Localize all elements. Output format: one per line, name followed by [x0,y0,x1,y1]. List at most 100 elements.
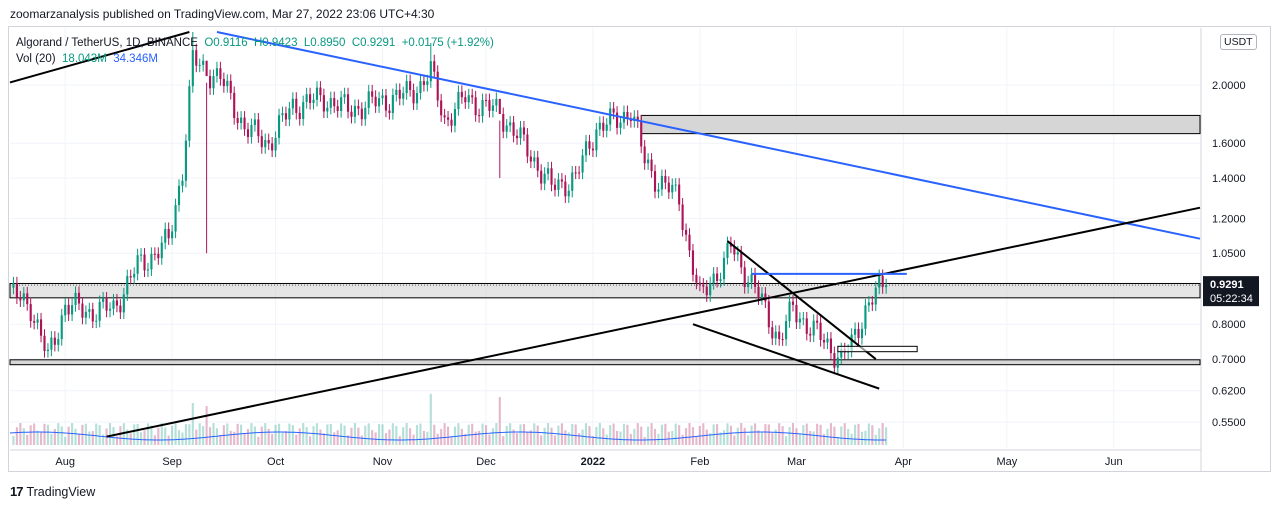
volume-bar [864,430,867,445]
volume-bar [77,434,81,445]
candle-body [422,81,425,85]
volume-bar [374,432,377,445]
volume-bar [829,423,832,445]
volume-bar [71,423,74,445]
volume-bar [146,423,150,445]
candle-body [226,80,229,87]
candle-body [750,274,753,283]
volume-bar [878,428,881,445]
candle-body [798,318,801,323]
candle-body [202,60,205,65]
footer-brand[interactable]: 17 TradingView [10,484,95,499]
volume-bar [226,423,229,445]
candle-body [591,148,594,151]
candle-body [584,141,588,156]
volume-bar [705,429,708,445]
volume-bar [219,434,222,445]
volume-bar [564,430,567,445]
volume-bar [43,423,46,445]
volume-bar [267,428,270,445]
candle-body [478,115,481,117]
volume-bar [271,433,274,445]
candle-body [816,320,819,323]
volume-bar [674,423,677,445]
volume-bar [436,433,439,445]
volume-bar [726,423,729,445]
candle-body [115,300,118,306]
volume-bar [322,433,325,445]
volume-bar [764,424,767,445]
candle-body [384,95,388,111]
volume-bar [195,429,198,445]
volume-bar [33,423,36,445]
volume-bar [550,427,553,445]
volume-bar [847,429,850,445]
volume-bar [553,435,557,445]
candle-body [195,50,198,66]
candle-body [81,303,84,318]
candle-body [481,100,484,117]
candle-body [678,184,681,205]
volume-bar [360,435,363,445]
volume-bar [498,397,501,445]
volume-bar [119,426,122,445]
candle-body [388,110,391,113]
candle-body [885,285,888,288]
candle-body [578,172,581,174]
volume-bar [591,436,594,445]
candle-body [395,89,398,95]
volume-bar [709,433,712,445]
volume-bar [457,423,460,445]
volume-bar [19,423,22,445]
time-tick-label: Apr [895,456,912,468]
candle-body [98,301,101,321]
chart-frame[interactable] [8,26,1271,472]
price-axis: 2.0000 1.6000 1.4000 1.2000 1.0500 0.8000 0.70… [1200,28,1246,472]
volume-bar [450,436,453,445]
candle-body [146,269,150,271]
volume-bar [619,431,622,445]
candle-body [722,257,726,280]
candle-body [709,283,712,296]
volume-bar [250,423,253,445]
candle-body [716,273,719,281]
volume-bar [60,426,63,445]
symbol-label[interactable]: Algorand / TetherUS, 1D, BINANCE [16,37,198,49]
volume-bar [774,429,777,445]
time-tick-label: Aug [55,456,75,468]
volume-ma-line [9,431,887,441]
candle-body [771,327,774,339]
candle-body [143,254,146,271]
candle-body [46,349,50,352]
candle-body [236,118,239,124]
candle-body [602,122,605,131]
volume-label[interactable]: Vol (20) [16,53,56,65]
candle-body [543,173,546,184]
candle-body [277,115,281,138]
volume-bar [519,424,522,445]
candle-body [140,254,143,256]
candle-body [736,252,739,255]
candle-body [688,234,691,251]
volume-bar [298,428,301,445]
candle-body [360,108,363,120]
candle-body [536,157,539,171]
breakout-box [837,345,918,353]
candle-body [605,124,608,131]
candle-body [757,286,760,299]
volume-bar [478,430,481,445]
candle-body [533,157,536,162]
volume-bar [647,426,650,445]
volume-bar [536,425,539,445]
candle-body [436,71,439,101]
volume-bar [57,423,60,445]
currency-badge[interactable]: USDT [1220,34,1257,50]
volume-bar [260,426,263,445]
time-tick-label: Feb [690,456,709,468]
candle-body [250,125,253,138]
candles-layer [12,32,888,375]
volume-bar [284,431,288,445]
candle-body [378,98,381,107]
tradingview-logo-icon: 17 [10,484,24,499]
